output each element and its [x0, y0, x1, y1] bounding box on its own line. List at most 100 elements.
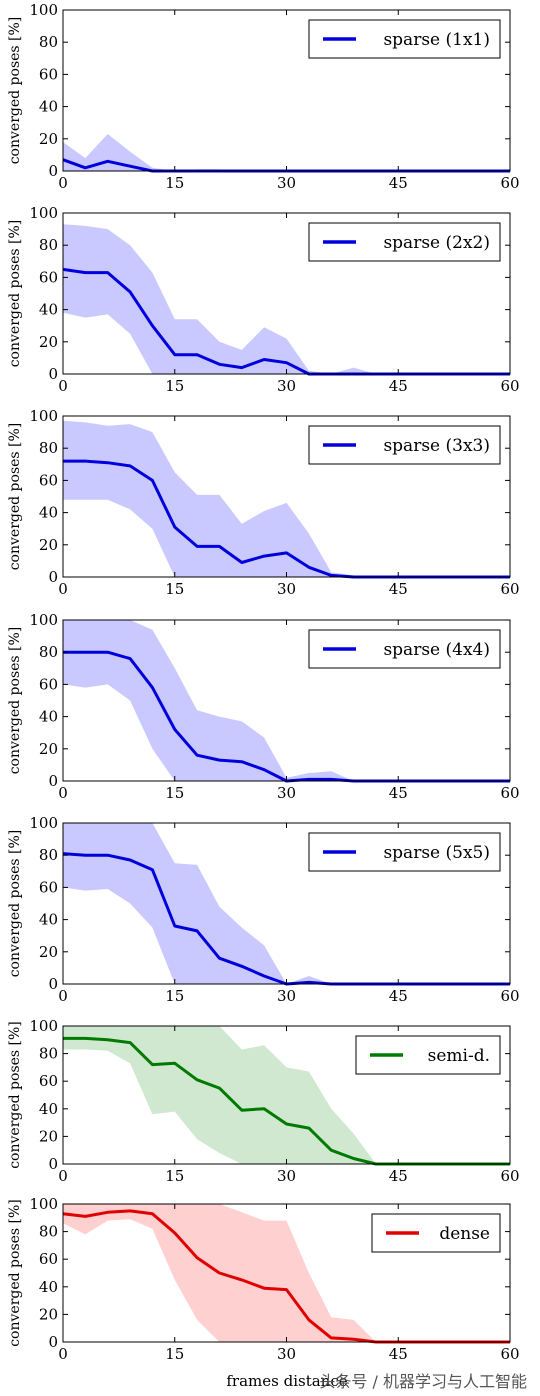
x-tick-label: 60 [500, 987, 519, 1005]
y-tick-label: 20 [39, 1127, 58, 1145]
y-tick-label: 40 [39, 98, 58, 116]
y-tick-label: 100 [29, 407, 58, 425]
x-tick-label: 0 [58, 174, 68, 192]
x-tick-label: 15 [165, 1167, 184, 1185]
y-tick-label: 60 [39, 1072, 58, 1090]
y-tick-label: 20 [39, 536, 58, 554]
chart-panel-5: 0 15 30 45 60 0 20 40 60 80 100 converged poses [%]… [7, 814, 520, 1005]
x-tick-label: 0 [58, 784, 68, 802]
chart-panel-4: 0 15 30 45 60 0 20 40 60 80 100 converged poses [%]… [7, 611, 520, 802]
confidence-band [63, 420, 510, 577]
x-tick-label: 45 [389, 1345, 408, 1363]
y-axis-label: converged poses [%] [7, 17, 23, 165]
x-tick-label: 15 [165, 580, 184, 598]
x-axis-label: frames distance [226, 1372, 347, 1390]
x-tick-label: 45 [389, 377, 408, 395]
y-tick-label: 60 [39, 471, 58, 489]
y-tick-label: 80 [39, 33, 58, 51]
y-tick-label: 60 [39, 878, 58, 896]
legend-label: semi-d. [428, 1046, 490, 1066]
x-tick-label: 45 [389, 987, 408, 1005]
x-tick-label: 30 [277, 174, 296, 192]
legend: sparse (1x1) [308, 19, 501, 59]
y-tick-label: 0 [48, 1155, 58, 1173]
y-tick-label: 20 [39, 333, 58, 351]
x-tick-label: 15 [165, 987, 184, 1005]
y-tick-label: 100 [29, 611, 58, 629]
y-axis-label: converged poses [%] [7, 627, 23, 775]
x-tick-label: 0 [58, 580, 68, 598]
legend-label: sparse (2x2) [383, 233, 490, 253]
legend: sparse (3x3) [308, 425, 501, 465]
chart-panel-2: 0 15 30 45 60 0 20 40 60 80 100 converged poses [%]… [7, 204, 520, 395]
y-axis-label: converged poses [%] [7, 1021, 23, 1169]
x-tick-label: 30 [277, 1167, 296, 1185]
x-tick-label: 30 [277, 1345, 296, 1363]
x-tick-label: 60 [500, 1167, 519, 1185]
x-tick-label: 60 [500, 784, 519, 802]
x-tick-label: 60 [500, 377, 519, 395]
y-tick-label: 80 [39, 1223, 58, 1241]
x-tick-label: 60 [500, 174, 519, 192]
y-tick-label: 100 [29, 1017, 58, 1035]
x-tick-label: 30 [277, 784, 296, 802]
confidence-band [63, 1204, 510, 1342]
x-tick-label: 45 [389, 174, 408, 192]
y-axis-label: converged poses [%] [7, 423, 23, 571]
x-tick-label: 15 [165, 174, 184, 192]
x-tick-label: 0 [58, 1167, 68, 1185]
y-tick-label: 100 [29, 1, 58, 19]
x-tick-label: 45 [389, 580, 408, 598]
y-tick-label: 0 [48, 1333, 58, 1351]
chart-panel-6: 0 15 30 45 60 0 20 40 60 80 100 converged poses [%]… [7, 1017, 520, 1185]
legend: dense [371, 1213, 501, 1253]
y-tick-label: 80 [39, 1045, 58, 1063]
x-tick-label: 45 [389, 784, 408, 802]
y-tick-label: 80 [39, 439, 58, 457]
confidence-band [63, 620, 510, 781]
y-axis-label: converged poses [%] [7, 220, 23, 368]
legend-label: sparse (4x4) [383, 640, 490, 660]
legend: sparse (4x4) [308, 629, 501, 669]
confidence-band [63, 823, 510, 984]
y-tick-label: 100 [29, 204, 58, 222]
y-tick-label: 0 [48, 365, 58, 383]
y-tick-label: 40 [39, 1100, 58, 1118]
chart-panel-7: 0 15 30 45 60 0 20 40 60 80 100 converged poses [%]… [7, 1195, 520, 1363]
x-tick-label: 30 [277, 987, 296, 1005]
legend: sparse (2x2) [308, 222, 501, 262]
y-tick-label: 0 [48, 772, 58, 790]
y-tick-label: 100 [29, 1195, 58, 1213]
x-tick-label: 15 [165, 377, 184, 395]
x-tick-label: 60 [500, 1345, 519, 1363]
y-tick-label: 40 [39, 911, 58, 929]
y-tick-label: 40 [39, 504, 58, 522]
legend-label: sparse (3x3) [383, 436, 490, 456]
y-tick-label: 100 [29, 814, 58, 832]
chart-panel-1: 0 15 30 45 60 0 20 40 60 80 100 converged poses [%]… [7, 1, 520, 192]
x-tick-label: 30 [277, 580, 296, 598]
y-tick-label: 20 [39, 1305, 58, 1323]
y-tick-label: 40 [39, 1278, 58, 1296]
chart-panel-3: 0 15 30 45 60 0 20 40 60 80 100 converged poses [%]… [7, 407, 520, 598]
legend-label: sparse (5x5) [383, 843, 490, 863]
y-tick-label: 80 [39, 846, 58, 864]
y-tick-label: 0 [48, 568, 58, 586]
y-axis-label: converged poses [%] [7, 1199, 23, 1347]
y-tick-label: 60 [39, 268, 58, 286]
y-tick-label: 60 [39, 1250, 58, 1268]
x-tick-label: 0 [58, 1345, 68, 1363]
legend-label: sparse (1x1) [383, 30, 490, 50]
confidence-band [63, 134, 510, 171]
x-tick-label: 30 [277, 377, 296, 395]
y-tick-label: 40 [39, 301, 58, 319]
y-tick-label: 60 [39, 65, 58, 83]
y-tick-label: 0 [48, 162, 58, 180]
y-tick-label: 0 [48, 975, 58, 993]
y-tick-label: 20 [39, 740, 58, 758]
y-tick-label: 60 [39, 675, 58, 693]
x-tick-label: 45 [389, 1167, 408, 1185]
watermark-text: 头条号 / 机器学习与人工智能 [319, 1372, 527, 1391]
legend: semi-d. [355, 1035, 501, 1075]
